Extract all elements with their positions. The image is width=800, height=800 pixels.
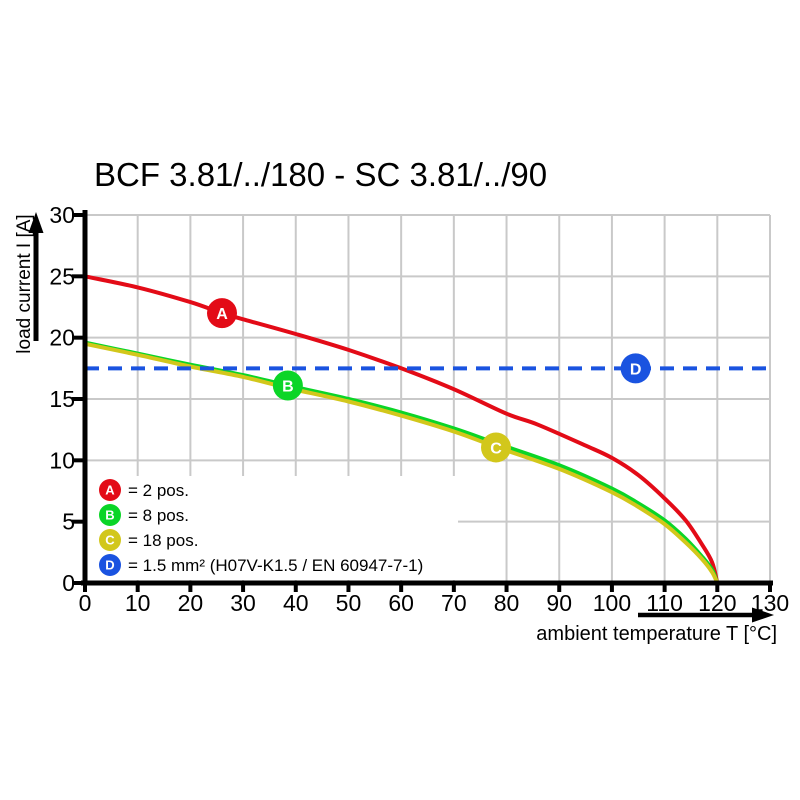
y-axis-tick-labels: 0 5 10 15 20 25 30 <box>49 202 75 596</box>
y-tick-label: 10 <box>49 447 75 473</box>
legend-marker-d-icon <box>99 554 121 576</box>
x-tick-label: 120 <box>698 590 736 616</box>
y-tick-label: 5 <box>62 509 75 535</box>
legend-letter: A <box>105 483 115 498</box>
x-tick-label: 70 <box>441 590 467 616</box>
legend-label: = 2 pos. <box>128 481 189 500</box>
x-axis-tick-labels: 0 10 20 30 40 50 60 70 80 90 100 110 120 130 <box>79 590 790 616</box>
legend-marker-c-icon <box>99 529 121 551</box>
legend: A = 2 pos. B = 8 pos. C = 18 pos. D = 1.5 mm² (… <box>99 479 423 576</box>
x-tick-label: 10 <box>125 590 151 616</box>
legend-background <box>86 476 458 580</box>
legend-label: = 8 pos. <box>128 506 189 525</box>
marker-letter: D <box>630 361 642 378</box>
marker-b-icon <box>272 370 303 401</box>
legend-marker-a-icon <box>99 479 121 501</box>
y-tick-label: 15 <box>49 386 75 412</box>
x-tick-label: 60 <box>388 590 414 616</box>
x-tick-label: 50 <box>336 590 362 616</box>
legend-label: = 18 pos. <box>128 531 198 550</box>
legend-label: = 1.5 mm² (H07V-K1.5 / EN 60947-7-1) <box>128 556 423 575</box>
marker-c-icon <box>481 432 511 463</box>
y-tick-label: 30 <box>49 202 75 228</box>
x-axis-title: ambient temperature T [°C] <box>536 623 777 645</box>
x-tick-label: 40 <box>283 590 309 616</box>
marker-d-icon <box>620 353 651 384</box>
x-tick-label: 80 <box>494 590 520 616</box>
legend-marker-b-icon <box>99 504 121 526</box>
marker-letter: C <box>490 440 502 457</box>
y-axis: 0 5 10 15 20 25 30 load current I [A] <box>14 202 88 596</box>
y-tick-label: 0 <box>62 570 75 596</box>
y-tick-label: 20 <box>49 325 75 351</box>
legend-letter: D <box>105 558 114 573</box>
x-tick-label: 0 <box>79 590 92 616</box>
marker-letter: B <box>282 379 294 396</box>
series-markers: A B C D <box>207 298 651 463</box>
x-tick-label: 100 <box>593 590 631 616</box>
x-axis-arrow-icon <box>638 607 774 623</box>
page-title: BCF 3.81/../180 - SC 3.81/../90 <box>94 156 547 193</box>
y-axis-arrow-icon <box>28 212 44 341</box>
x-tick-label: 20 <box>178 590 204 616</box>
x-tick-label: 30 <box>230 590 256 616</box>
legend-letter: C <box>105 533 115 548</box>
y-tick-label: 25 <box>49 263 75 289</box>
x-tick-label: 90 <box>546 590 572 616</box>
x-axis: 0 10 20 30 40 50 60 70 80 90 100 110 120 130 ambient … <box>79 580 790 645</box>
x-axis-ticks <box>83 583 772 592</box>
marker-letter: A <box>216 306 228 323</box>
legend-letter: B <box>105 508 114 523</box>
x-tick-label: 110 <box>646 590 683 616</box>
y-axis-title: load current I [A] <box>14 214 35 353</box>
marker-a-icon <box>207 298 237 329</box>
